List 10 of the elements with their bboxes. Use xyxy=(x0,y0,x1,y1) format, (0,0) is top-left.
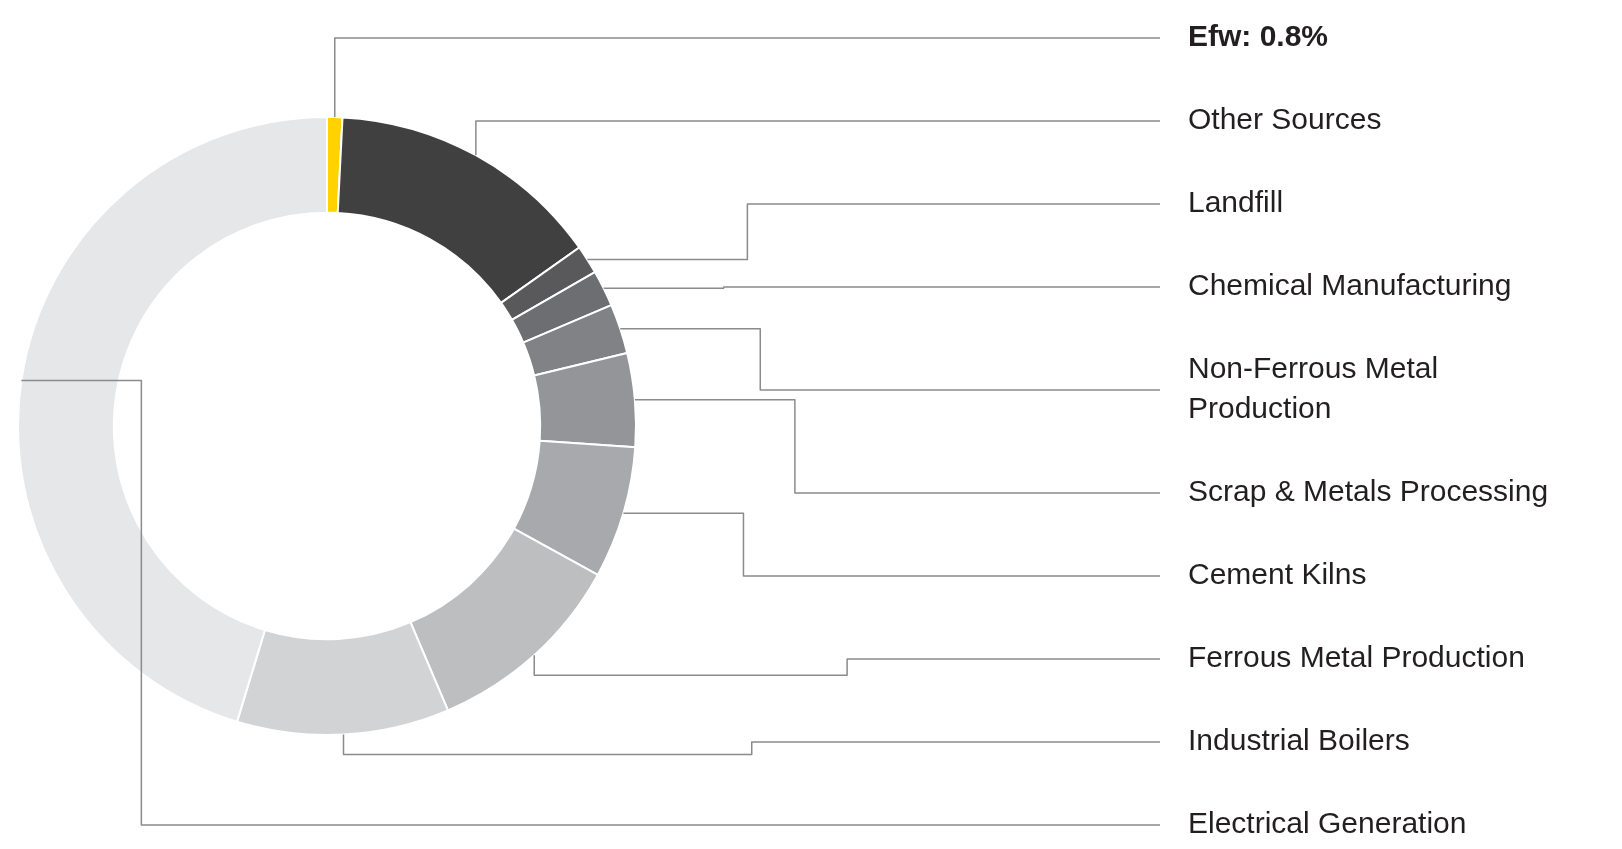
slice-label: Ferrous Metal Production xyxy=(1188,640,1525,674)
slice-label: Industrial Boilers xyxy=(1188,723,1410,757)
slice-label: Chemical Manufacturing xyxy=(1188,268,1512,302)
slice-label: Cement Kilns xyxy=(1188,557,1367,591)
slice-label: Non-Ferrous Metal Production xyxy=(1188,351,1439,425)
slice-label: Electrical Generation xyxy=(1188,806,1467,840)
slice-label: Other Sources xyxy=(1188,102,1382,136)
slice-label: Scrap & Metals Processing xyxy=(1188,474,1549,508)
slice-label: Landfill xyxy=(1188,185,1284,219)
slice-label: Efw: 0.8% xyxy=(1188,19,1329,53)
